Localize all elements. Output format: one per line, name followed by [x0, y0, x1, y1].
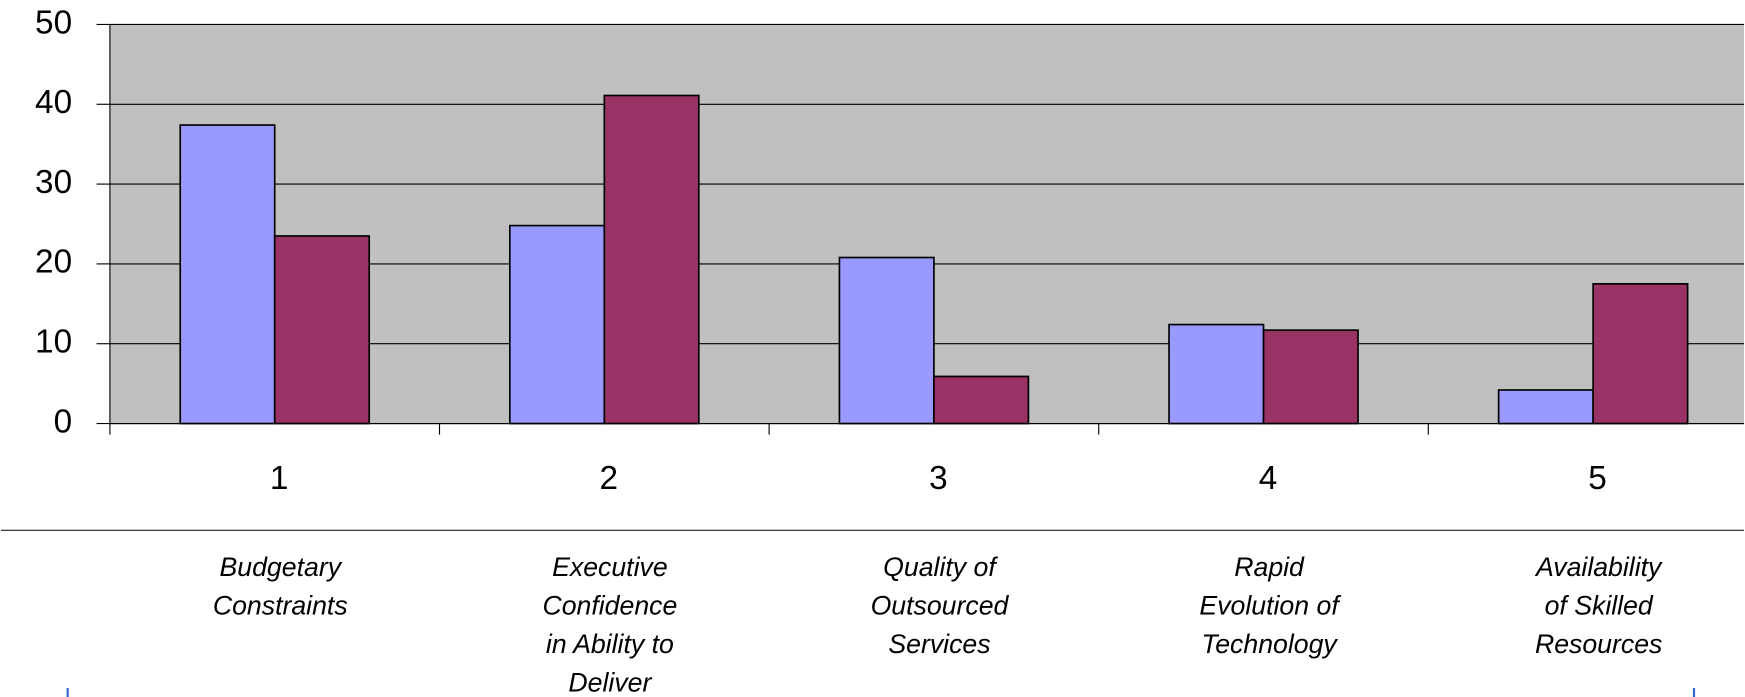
category-description: Services [888, 629, 990, 659]
category-description: in Ability to [546, 629, 674, 659]
category-description: Deliver [568, 667, 652, 697]
x-tick-label: 2 [599, 460, 618, 497]
category-description: of Skilled [1545, 591, 1654, 621]
category-description: Executive [552, 552, 668, 582]
bar [838, 256, 935, 425]
y-tick-label: 30 [35, 164, 72, 201]
bar [179, 124, 276, 425]
bar [273, 235, 371, 425]
category-description: Quality of [883, 552, 998, 582]
bar [1168, 323, 1265, 425]
x-tick-label: 4 [1259, 460, 1278, 497]
y-tick-label: 20 [35, 244, 72, 281]
category-description: Resources [1535, 629, 1662, 659]
y-tick-label: 50 [35, 4, 72, 41]
category-description: Availability [1534, 552, 1663, 582]
category-description: Confidence [542, 591, 677, 621]
category-description: Rapid [1234, 552, 1305, 582]
bar [508, 224, 606, 425]
x-tick-label: 1 [270, 460, 289, 497]
bar [1262, 329, 1359, 425]
y-tick-label: 0 [54, 403, 73, 440]
y-tick-label: 40 [35, 84, 72, 121]
x-tick-label: 3 [929, 460, 948, 497]
bar [1497, 389, 1594, 425]
bar [933, 375, 1030, 425]
category-description: Constraints [213, 591, 348, 621]
category-description: Technology [1201, 629, 1338, 659]
category-description: Budgetary [220, 552, 343, 582]
bar [1592, 283, 1689, 425]
bar [603, 94, 700, 425]
x-tick-label: 5 [1588, 460, 1607, 497]
category-description: Outsourced [871, 591, 1010, 621]
category-description: Evolution of [1199, 591, 1341, 621]
y-tick-label: 10 [35, 324, 72, 361]
